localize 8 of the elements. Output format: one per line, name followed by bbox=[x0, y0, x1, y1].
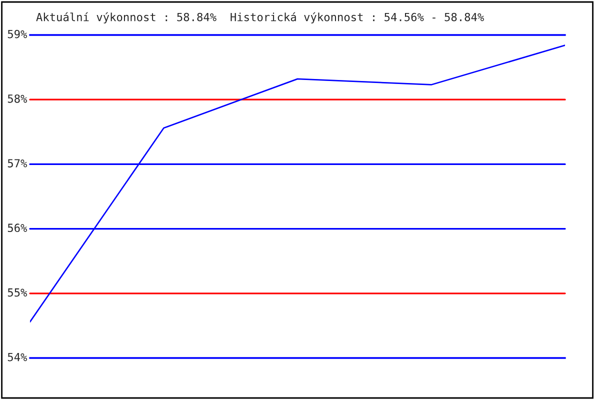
line-series bbox=[30, 44, 565, 323]
chart-title: Aktuální výkonnost : 58.84% Historická výkonnost : 54.56% - 58.84% bbox=[36, 12, 484, 24]
y-tick-label: 56% bbox=[8, 224, 28, 232]
y-tick-label: 58% bbox=[8, 94, 28, 103]
y-tick-label: 59% bbox=[8, 30, 28, 38]
y-tick-label: 55% bbox=[8, 288, 28, 297]
y-tick-label: 54% bbox=[8, 352, 28, 362]
y-tick-label: 57% bbox=[8, 159, 28, 168]
